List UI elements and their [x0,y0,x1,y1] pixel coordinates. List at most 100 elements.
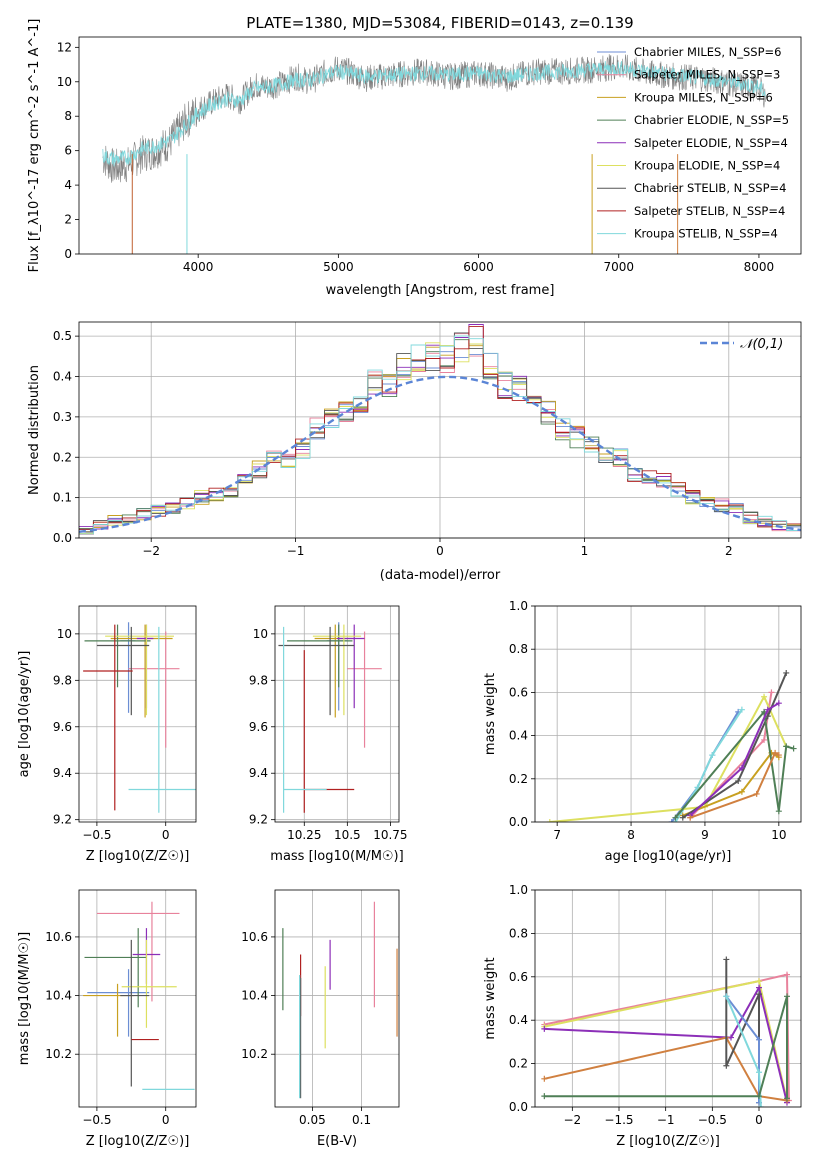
errorbar [283,626,327,813]
x-tick-label: 1 [581,544,589,558]
y-tick-label: 0.0 [509,1100,528,1114]
weight-series-line [549,694,788,822]
y-axis-label: age [log10(age/yr)] [17,651,32,778]
y-tick-label: 0.0 [509,815,528,829]
errorbar [347,631,382,748]
data-point [753,790,760,797]
axes-frame [274,605,400,823]
x-tick-label: 0 [162,1113,170,1127]
data-point [679,814,686,821]
y-tick-label: 0.5 [53,329,72,343]
data-point [783,669,790,676]
y-tick-label: 0 [64,247,72,261]
errorbar [87,969,150,1037]
y-tick-label: 9.2 [53,813,72,827]
y-tick-label: 10.6 [45,930,72,944]
x-tick-label: 0.05 [299,1113,326,1127]
mass-z-plot [83,901,195,1091]
residuals-plot [79,324,801,535]
errorbar [120,939,150,1087]
axes-frame [78,605,197,823]
x-tick-label: −1.5 [604,1113,633,1127]
data-point [756,991,762,998]
massweight-z-axes: −2 −1.5 −1 −0.5 0 0.0 0.2 0.4 0.6 0.8 1.0 [509,883,801,1127]
axes-frame [534,605,802,823]
data-point [761,736,768,743]
weight-series-line [682,672,788,819]
x-tick-label: −0.5 [698,1113,727,1127]
y-tick-label: 10 [253,627,268,641]
weight-series-line [689,702,780,817]
data-point [775,752,782,759]
axes-frame [534,889,802,1108]
model-spectrum-line [102,61,767,167]
weight-series-line [544,996,788,1099]
y-tick-label: 0.6 [509,970,528,984]
chart-title: PLATE=1380, MJD=53084, FIBERID=0143, z=0… [246,14,633,32]
y-tick-label: 9.6 [53,720,72,734]
errorbar [278,626,355,716]
data-point [761,693,768,700]
data-point [784,993,790,1000]
data-point [784,971,790,978]
data-point [541,1093,548,1100]
y-tick-label: 10.4 [241,989,268,1003]
y-tick-label: 0.4 [509,729,528,743]
data-point [783,743,790,750]
errorbar [96,901,180,1002]
y-tick-label: 10 [57,627,72,641]
x-axis-label: age [log10(age/yr)] [605,849,732,864]
spectrum-plot [102,54,767,254]
y-tick-label: 0.2 [53,450,72,464]
y-axis-label: mass [log10(M/M☉)] [17,932,32,1065]
legend-label: Salpeter MILES, N_SSP=3 [634,68,780,82]
y-tick-label: 9.4 [249,766,268,780]
data-point [756,1093,762,1100]
data-point [768,689,775,696]
weight-series-line [544,973,790,1101]
weight-series-line [544,1036,788,1102]
y-tick-label: 0.4 [509,1013,528,1027]
data-point [672,814,679,821]
x-tick-label: 0 [755,1113,763,1127]
legend-label: Chabrier MILES, N_SSP=6 [634,45,781,59]
y-tick-label: 0.2 [509,772,528,786]
errorbar [287,624,353,688]
weight-series-line [689,751,780,819]
errorbar [128,626,196,813]
errorbar [121,939,177,1028]
data-point [790,745,797,752]
data-point [541,1075,548,1082]
data-point [775,808,782,815]
errorbar [83,624,133,811]
x-tick-label: 0 [162,828,170,842]
mass-ebv-axes: 0.05 0.1 10.2 10.4 10.6 [241,890,399,1127]
data-point [687,814,694,821]
y-axis-label: mass weight [483,673,498,755]
y-tick-label: 9.8 [249,673,268,687]
y-tick-label: 10 [57,75,72,89]
y-axis-label: Normed distribution [27,365,42,495]
errorbar [312,624,362,716]
y-tick-label: 1.0 [509,883,528,897]
legend-label: Chabrier STELIB, N_SSP=4 [634,181,786,195]
gaussian-curve [79,375,801,533]
errorbar [83,983,135,1037]
age-z-plot [83,622,196,813]
mass-z-axes: −0.5 0 10.2 10.4 10.6 [45,890,196,1127]
x-tick-label: 6000 [463,260,494,274]
data-point [709,752,716,759]
y-tick-label: 12 [57,40,72,54]
y-tick-label: 6 [64,144,72,158]
data-point [772,749,779,756]
legend-label: 𝒩(0,1) [740,337,783,352]
x-tick-label: 10.5 [334,828,361,842]
data-point [735,777,742,784]
x-tick-label: 8 [627,828,635,842]
legend-label: Salpeter STELIB, N_SSP=4 [634,204,785,218]
y-axis-label: Flux [f_λ10^-17 erg cm^-2 s^-1 A^-1] [27,19,42,273]
weight-series-line [689,692,773,819]
errorbar [105,624,174,716]
legend-label: Chabrier ELODIE, N_SSP=5 [634,113,789,127]
